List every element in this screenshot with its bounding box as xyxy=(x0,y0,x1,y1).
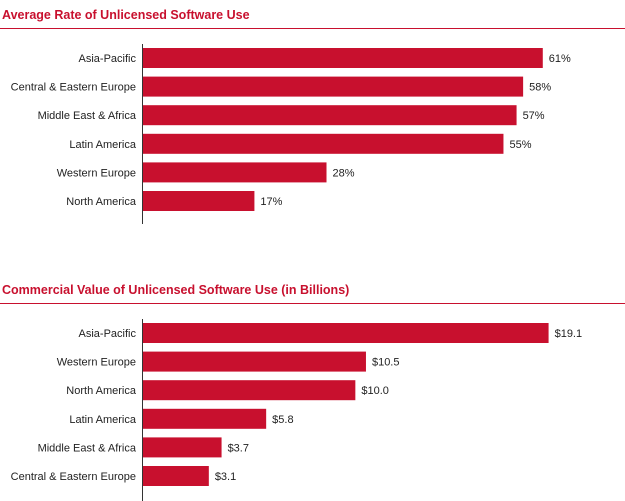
chart-1-value-label-asia-pacific: 61% xyxy=(549,53,571,65)
chart-2-bar-asia-pacific xyxy=(143,323,549,343)
chart-1-bar-central-eastern-europe xyxy=(143,76,524,97)
chart-2-title-rule xyxy=(0,303,625,304)
chart-1-bar-north-america xyxy=(143,191,255,211)
chart-2-title: Commercial Value of Unlicensed Software … xyxy=(2,283,350,297)
chart-1-value-label-western-europe: 28% xyxy=(333,167,355,179)
chart-2-category-label-middle-east-africa: Middle East & Africa xyxy=(38,442,137,454)
chart-2-bar-middle-east-africa xyxy=(143,437,222,458)
chart-1-bar-middle-east-africa xyxy=(143,105,517,126)
chart-2-value-label-central-eastern-europe: $3.1 xyxy=(215,471,236,483)
chart-1-value-label-latin-america: 55% xyxy=(509,139,531,151)
chart-2-category-label-latin-america: Latin America xyxy=(69,414,137,426)
chart-2-bar-western-europe xyxy=(143,351,366,372)
chart-2-commercial-value: Asia-Pacific $19.1 Western Europe $10.5 Nort… xyxy=(11,319,583,501)
chart-2-value-label-middle-east-africa: $3.7 xyxy=(228,442,249,454)
chart-2-value-label-latin-america: $5.8 xyxy=(272,414,293,426)
chart-1-category-label-central-eastern-europe: Central & Eastern Europe xyxy=(11,82,136,94)
chart-1-unlicensed-rate: Asia-Pacific 61% Central & Eastern Europe 5… xyxy=(11,44,571,224)
chart-1-title: Average Rate of Unlicensed Software Use xyxy=(2,8,250,22)
chart-2-category-label-western-europe: Western Europe xyxy=(57,357,136,369)
chart-2-value-label-western-europe: $10.5 xyxy=(372,357,400,369)
chart-2-category-label-north-america: North America xyxy=(66,385,137,397)
chart-2-category-label-central-eastern-europe: Central & Eastern Europe xyxy=(11,471,136,483)
chart-2-value-label-north-america: $10.0 xyxy=(361,385,389,397)
chart-1-category-label-middle-east-africa: Middle East & Africa xyxy=(38,110,137,122)
chart-2-bar-central-eastern-europe xyxy=(143,466,209,486)
chart-1-bar-western-europe xyxy=(143,162,327,183)
chart-1-value-label-central-eastern-europe: 58% xyxy=(529,82,551,94)
chart-1-title-rule xyxy=(0,28,625,29)
chart-1-value-label-middle-east-africa: 57% xyxy=(523,110,545,122)
chart-1-category-label-latin-america: Latin America xyxy=(69,139,137,151)
chart-1-category-label-western-europe: Western Europe xyxy=(57,167,136,179)
chart-1-category-label-asia-pacific: Asia-Pacific xyxy=(79,53,137,65)
chart-1-value-label-north-america: 17% xyxy=(260,196,282,208)
chart-1-category-label-north-america: North America xyxy=(66,196,137,208)
chart-1-bar-latin-america xyxy=(143,133,504,154)
chart-2-category-label-asia-pacific: Asia-Pacific xyxy=(79,328,137,340)
chart-2-bar-north-america xyxy=(143,380,356,401)
chart-2-bar-latin-america xyxy=(143,408,267,429)
chart-2-value-label-asia-pacific: $19.1 xyxy=(555,328,583,340)
chart-1-bar-asia-pacific xyxy=(143,48,543,68)
